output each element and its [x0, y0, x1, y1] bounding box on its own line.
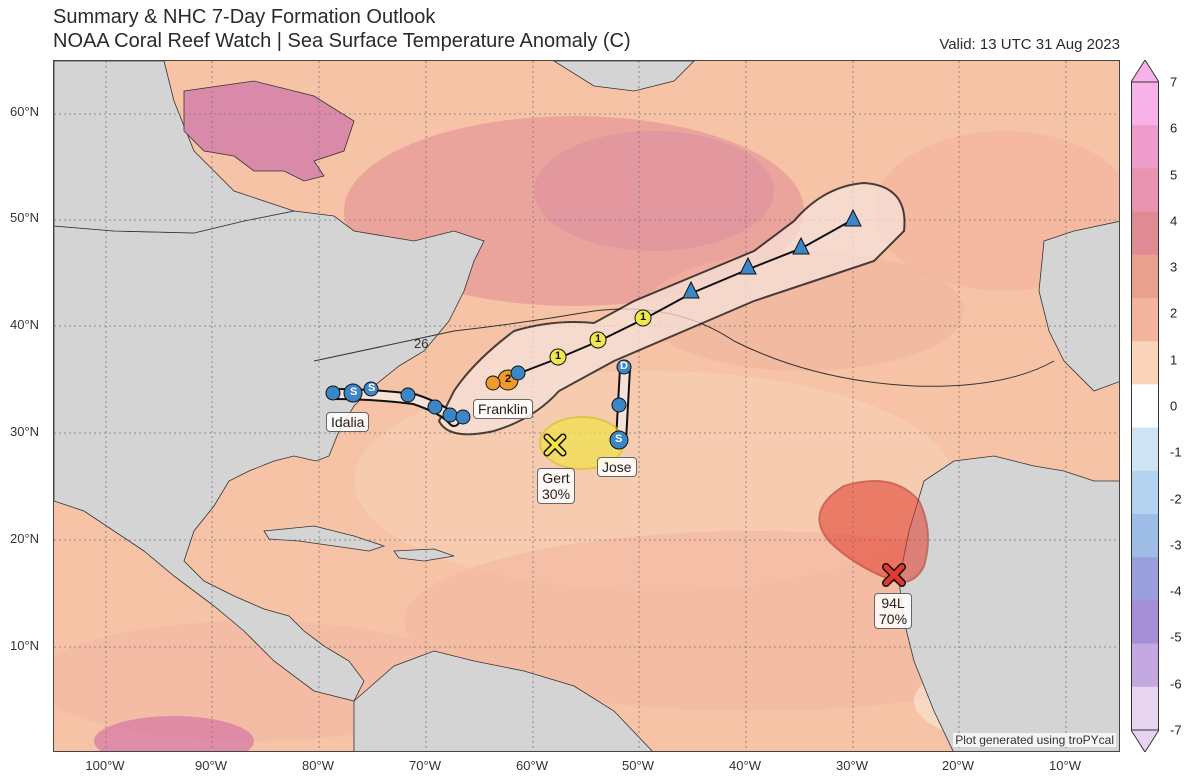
latitude-label: 50°N [10, 210, 40, 225]
extratropical-marker [792, 236, 810, 255]
colorbar-block [1131, 341, 1159, 385]
colorbar-label: 2 [1170, 305, 1178, 321]
gert-label: Gert 30% [537, 468, 576, 504]
storm-marker [609, 430, 629, 450]
colorbar-block [1131, 686, 1159, 731]
colorbar-block [1131, 298, 1159, 342]
storm-name: Idalia [331, 414, 365, 430]
colorbar-label: -6 [1170, 676, 1182, 692]
colorbar-min-extension [1131, 729, 1159, 752]
storm-name: Franklin [478, 401, 528, 417]
colorbar-block [1131, 557, 1159, 601]
colorbar-block [1131, 470, 1159, 515]
longitude-label: 70°W [409, 758, 441, 773]
storm-marker [343, 383, 363, 403]
colorbar-label: -5 [1170, 629, 1182, 645]
longitude-label: 80°W [302, 758, 334, 773]
jose-label: Jose [597, 457, 637, 477]
extratropical-marker [682, 280, 700, 299]
idalia-label: Idalia [326, 412, 370, 432]
franklin-markers [485, 208, 862, 391]
jose-markers [609, 359, 632, 450]
valid-time: Valid: 13 UTC 31 Aug 2023 [939, 36, 1120, 53]
colorbar-block [1131, 254, 1159, 299]
storm-marker [427, 399, 443, 415]
map-subtitle: NOAA Coral Reef Watch | Sea Surface Temp… [53, 30, 631, 52]
formation-probability: 30% [542, 486, 571, 502]
colorbar-label: -7 [1170, 722, 1182, 738]
colorbar-block [1131, 643, 1159, 688]
storm-name: Jose [602, 459, 632, 475]
latitude-label: 60°N [10, 104, 40, 119]
latitude-label: 20°N [10, 531, 40, 546]
invest94l-center-marker [882, 563, 906, 587]
land-masses [54, 61, 1119, 751]
colorbar-label: 0 [1170, 398, 1178, 414]
storm-marker [442, 407, 458, 423]
colorbar-block [1131, 384, 1159, 429]
franklin-label: Franklin [473, 399, 533, 419]
colorbar-label: 6 [1170, 120, 1178, 136]
longitude-label: 60°W [516, 758, 548, 773]
storm-marker [510, 365, 526, 381]
hurricane-cat1-marker [589, 331, 607, 349]
hudson-bay [183, 80, 355, 182]
colorbar-block [1131, 82, 1159, 126]
map-title: Summary & NHC 7-Day Formation Outlook [53, 6, 436, 28]
colorbar-label: -3 [1170, 537, 1182, 553]
latitude-label: 30°N [10, 424, 40, 439]
latitude-label: 10°N [10, 638, 40, 653]
colorbar [1131, 60, 1159, 752]
track-markers [325, 208, 906, 587]
longitude-label: 10°W [1049, 758, 1081, 773]
colorbar-block [1131, 211, 1159, 256]
gert-center-marker [543, 433, 567, 457]
latitude-label: 40°N [10, 317, 40, 332]
map-panel [53, 60, 1120, 752]
colorbar-block [1131, 168, 1159, 213]
franklin-cone [437, 181, 906, 436]
hurricane-cat1-marker [549, 348, 567, 366]
longitude-label: 30°W [836, 758, 868, 773]
colorbar-label: 5 [1170, 167, 1178, 183]
colorbar-block [1131, 600, 1159, 645]
colorbar-label: -2 [1170, 491, 1182, 507]
colorbar-label: 4 [1170, 213, 1178, 229]
storm-name: 94L [881, 595, 905, 611]
colorbar-label: 7 [1170, 74, 1178, 90]
longitude-label: 50°W [622, 758, 654, 773]
longitude-label: 90°W [195, 758, 227, 773]
colorbar-label: 3 [1170, 259, 1178, 275]
colorbar-block [1131, 427, 1159, 472]
depression-marker [616, 359, 632, 375]
longitude-label: 20°W [942, 758, 974, 773]
gridlines [54, 61, 1119, 751]
longitude-label: 100°W [85, 758, 125, 773]
storm-name: Gert [542, 470, 570, 486]
longitude-label: 40°W [729, 758, 761, 773]
idalia-markers [325, 381, 471, 425]
storm-marker [325, 385, 341, 401]
invest94l-label: 94L 70% [874, 593, 913, 629]
storm-marker [611, 397, 627, 413]
storm-marker [400, 387, 416, 403]
storm-marker [455, 409, 471, 425]
colorbar-label: 1 [1170, 352, 1178, 368]
plot-credit: Plot generated using troPYcal [953, 733, 1116, 747]
isotherm-label: 26 [414, 336, 429, 351]
colorbar-label: -1 [1170, 444, 1182, 460]
extratropical-marker [844, 208, 862, 227]
hurricane-cat1-marker [634, 309, 652, 327]
colorbar-block [1131, 514, 1159, 558]
formation-probability: 70% [879, 611, 908, 627]
hurricane-cat2-marker [485, 375, 501, 391]
colorbar-max-extension [1131, 60, 1159, 83]
colorbar-label: -4 [1170, 583, 1182, 599]
extratropical-marker [739, 256, 757, 275]
colorbar-block [1131, 125, 1159, 169]
invest94l-outlook-area [818, 480, 929, 583]
storm-marker [363, 381, 379, 397]
